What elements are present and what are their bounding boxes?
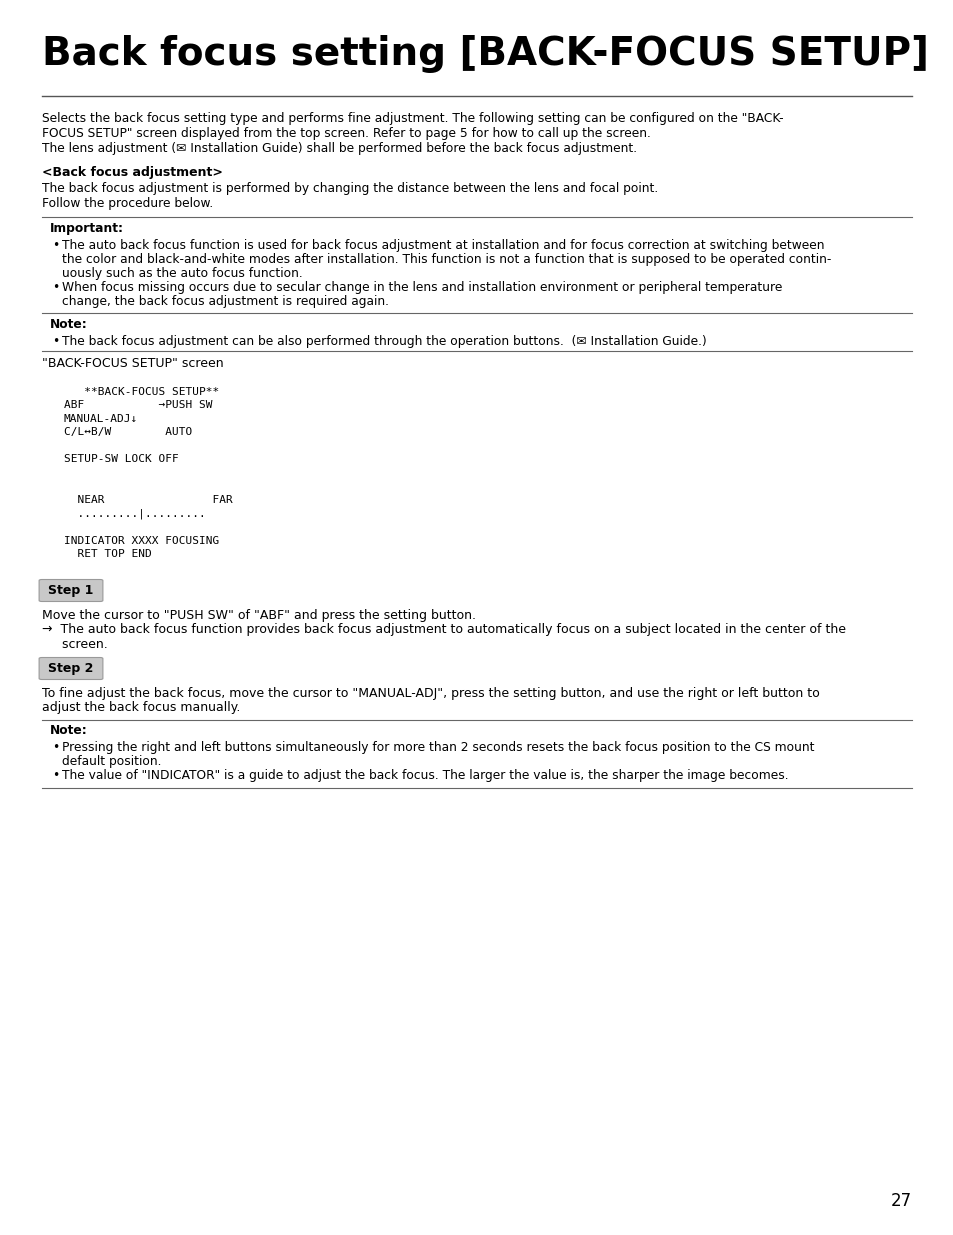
Text: FOCUS SETUP" screen displayed from the top screen. Refer to page 5 for how to ca: FOCUS SETUP" screen displayed from the t… — [42, 127, 650, 140]
Text: MANUAL-ADJ↓: MANUAL-ADJ↓ — [64, 414, 138, 424]
Text: The lens adjustment (✉ Installation Guide) shall be performed before the back fo: The lens adjustment (✉ Installation Guid… — [42, 142, 637, 156]
FancyBboxPatch shape — [39, 657, 103, 679]
Text: Back focus setting [BACK-FOCUS SETUP]: Back focus setting [BACK-FOCUS SETUP] — [42, 35, 928, 73]
FancyBboxPatch shape — [39, 579, 103, 601]
Text: "BACK-FOCUS SETUP" screen: "BACK-FOCUS SETUP" screen — [42, 357, 223, 370]
Text: RET TOP END: RET TOP END — [64, 550, 152, 559]
Text: •: • — [52, 240, 59, 252]
Text: C/L↔B/W        AUTO: C/L↔B/W AUTO — [64, 427, 193, 437]
Text: default position.: default position. — [62, 756, 161, 768]
Text: Step 1: Step 1 — [49, 584, 93, 597]
Text: Selects the back focus setting type and performs fine adjustment. The following : Selects the back focus setting type and … — [42, 112, 782, 125]
FancyBboxPatch shape — [53, 373, 272, 568]
Text: Note:: Note: — [50, 317, 88, 331]
Text: Note:: Note: — [50, 725, 88, 737]
Text: the color and black-and-white modes after installation. This function is not a f: the color and black-and-white modes afte… — [62, 253, 830, 266]
Text: .........|.........: .........|......... — [64, 509, 206, 519]
Text: uously such as the auto focus function.: uously such as the auto focus function. — [62, 267, 302, 280]
Text: The auto back focus function is used for back focus adjustment at installation a: The auto back focus function is used for… — [62, 240, 823, 252]
Text: Important:: Important: — [50, 222, 124, 235]
Text: The back focus adjustment can be also performed through the operation buttons.  : The back focus adjustment can be also pe… — [62, 335, 706, 348]
Text: NEAR                FAR: NEAR FAR — [64, 495, 233, 505]
Text: SETUP-SW LOCK OFF: SETUP-SW LOCK OFF — [64, 454, 178, 464]
Text: •: • — [52, 741, 59, 755]
Text: •: • — [52, 335, 59, 348]
Text: Step 2: Step 2 — [49, 662, 93, 676]
Text: →  The auto back focus function provides back focus adjustment to automatically : → The auto back focus function provides … — [42, 624, 845, 636]
Bar — [164, 395, 229, 408]
Text: To fine adjust the back focus, move the cursor to "MANUAL-ADJ", press the settin: To fine adjust the back focus, move the … — [42, 687, 819, 699]
Text: Move the cursor to "PUSH SW" of "ABF" and press the setting button.: Move the cursor to "PUSH SW" of "ABF" an… — [42, 609, 476, 621]
Text: ABF           →PUSH SW: ABF →PUSH SW — [64, 400, 213, 410]
Text: change, the back focus adjustment is required again.: change, the back focus adjustment is req… — [62, 295, 389, 308]
Text: The value of "INDICATOR" is a guide to adjust the back focus. The larger the val: The value of "INDICATOR" is a guide to a… — [62, 769, 788, 783]
Text: Follow the procedure below.: Follow the procedure below. — [42, 198, 213, 210]
Text: screen.: screen. — [42, 638, 108, 652]
Text: INDICATOR XXXX FOCUSING: INDICATOR XXXX FOCUSING — [64, 536, 219, 546]
Text: **BACK-FOCUS SETUP**: **BACK-FOCUS SETUP** — [64, 387, 219, 396]
Text: adjust the back focus manually.: adjust the back focus manually. — [42, 701, 240, 715]
Text: •: • — [52, 769, 59, 783]
Text: 27: 27 — [890, 1192, 911, 1210]
Text: When focus missing occurs due to secular change in the lens and installation env: When focus missing occurs due to secular… — [62, 282, 781, 294]
Text: The back focus adjustment is performed by changing the distance between the lens: The back focus adjustment is performed b… — [42, 182, 658, 195]
Text: Pressing the right and left buttons simultaneously for more than 2 seconds reset: Pressing the right and left buttons simu… — [62, 741, 814, 755]
Text: •: • — [52, 282, 59, 294]
Text: <Back focus adjustment>: <Back focus adjustment> — [42, 165, 223, 179]
